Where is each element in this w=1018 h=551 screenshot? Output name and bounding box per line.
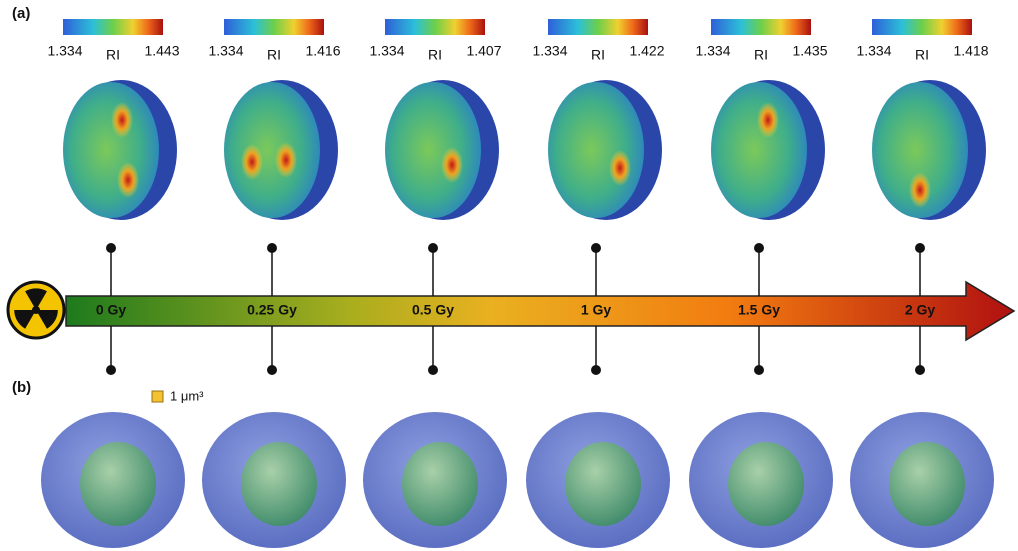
colorbar-min: 1.334 — [532, 43, 567, 59]
pin-head — [591, 243, 601, 253]
colorbar-max: 1.443 — [144, 43, 179, 59]
figure: (a) (b) 1 μm³ 1.334 RI 1.443 0 Gy 1.334 RI 1.4… — [0, 0, 1018, 551]
colorbar-label: RI — [428, 47, 442, 63]
colorbar-max: 1.416 — [305, 43, 340, 59]
pin-head — [591, 365, 601, 375]
colorbar — [63, 19, 163, 35]
dose-label: 1.5 Gy — [738, 302, 780, 318]
colorbar-min: 1.334 — [695, 43, 730, 59]
pin-head — [267, 365, 277, 375]
cell-nucleus — [80, 442, 156, 526]
colorbar — [872, 19, 972, 35]
hotspot — [275, 142, 297, 178]
colorbar-max: 1.418 — [953, 43, 988, 59]
panel-label: (b) — [12, 379, 31, 396]
scale-label: 1 μm³ — [170, 388, 204, 403]
hotspot — [117, 162, 139, 198]
colorbar-label: RI — [754, 47, 768, 63]
cell-nucleus — [241, 442, 317, 526]
pin-head — [754, 243, 764, 253]
colorbar-min: 1.334 — [856, 43, 891, 59]
hotspot — [241, 144, 263, 180]
colorbar-min: 1.334 — [208, 43, 243, 59]
cell-slice — [385, 82, 481, 218]
pin-head — [428, 365, 438, 375]
pin-head — [106, 365, 116, 375]
hotspot — [757, 102, 779, 138]
cell-slice — [63, 82, 159, 218]
colorbar — [711, 19, 811, 35]
dose-label: 1 Gy — [581, 302, 612, 318]
panel-label: (a) — [12, 5, 30, 22]
colorbar-max: 1.422 — [629, 43, 664, 59]
dose-label: 0.5 Gy — [412, 302, 454, 318]
dose-label: 0.25 Gy — [247, 302, 297, 318]
pin-head — [267, 243, 277, 253]
colorbar-max: 1.407 — [466, 43, 501, 59]
pin-head — [428, 243, 438, 253]
cell-nucleus — [728, 442, 804, 526]
dose-label: 2 Gy — [905, 302, 936, 318]
scale-cube — [152, 391, 163, 402]
cell-nucleus — [402, 442, 478, 526]
radiation-icon — [8, 282, 64, 338]
colorbar-label: RI — [915, 47, 929, 63]
cell-nucleus — [565, 442, 641, 526]
dose-label: 0 Gy — [96, 302, 127, 318]
colorbar-min: 1.334 — [47, 43, 82, 59]
cell-slice — [548, 82, 644, 218]
hotspot — [609, 150, 631, 186]
colorbar — [385, 19, 485, 35]
pin-head — [915, 365, 925, 375]
colorbar-label: RI — [106, 47, 120, 63]
colorbar — [548, 19, 648, 35]
colorbar — [224, 19, 324, 35]
hotspot — [111, 102, 133, 138]
hotspot — [441, 147, 463, 183]
cell-slice — [711, 82, 807, 218]
colorbar-min: 1.334 — [369, 43, 404, 59]
hotspot — [909, 172, 931, 208]
colorbar-max: 1.435 — [792, 43, 827, 59]
pin-head — [106, 243, 116, 253]
colorbar-label: RI — [591, 47, 605, 63]
cell-nucleus — [889, 442, 965, 526]
pin-head — [915, 243, 925, 253]
colorbar-label: RI — [267, 47, 281, 63]
dose-arrow — [66, 282, 1014, 340]
pin-head — [754, 365, 764, 375]
cell-slice — [224, 82, 320, 218]
